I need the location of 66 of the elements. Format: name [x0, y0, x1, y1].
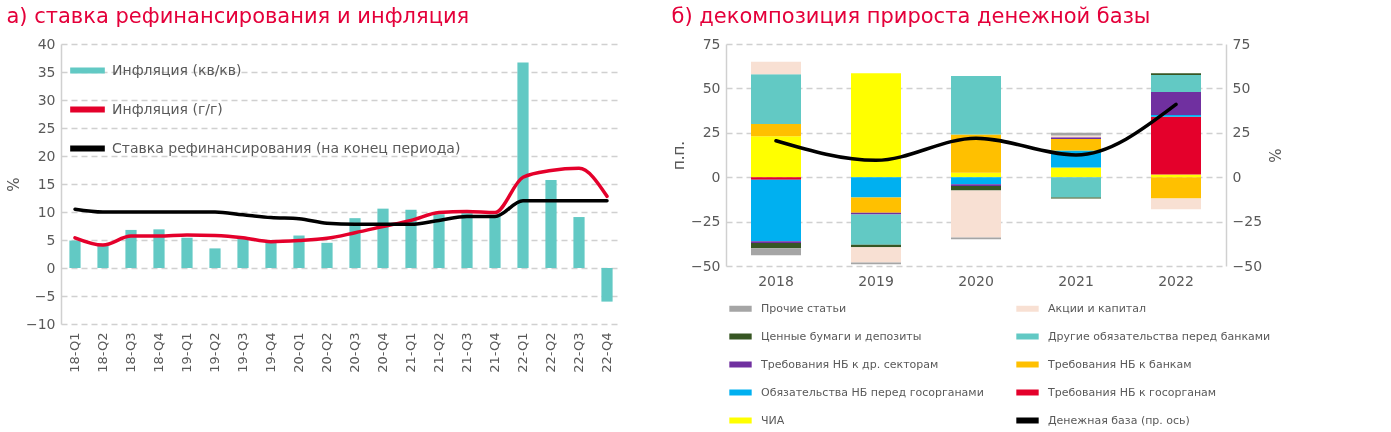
- x-tick-label: 20-Q1: [291, 332, 306, 373]
- y2-tick-label: −50: [1232, 257, 1263, 274]
- x-tick-label: 19-Q1: [179, 332, 194, 373]
- x-tick-label: 22-Q1: [515, 332, 530, 373]
- legend-label: Инфляция (г/г): [112, 100, 223, 117]
- y-tick-label: 75: [702, 35, 721, 52]
- x-tick-label: 21-Q1: [403, 332, 418, 373]
- y2-tick-label: 25: [1232, 124, 1251, 141]
- y2-tick-label: 50: [1232, 79, 1251, 96]
- y-axis-title: п.п.: [669, 140, 688, 171]
- x-tick-label: 18-Q3: [123, 332, 138, 373]
- x-tick-label: 20-Q4: [375, 332, 390, 373]
- chart-title: а) ставка рефинансирования и инфляция: [6, 4, 470, 28]
- y-tick-label: 0: [46, 259, 56, 276]
- legend-label: Обязательства НБ перед госорганами: [761, 385, 984, 399]
- x-tick-label: 19-Q3: [235, 332, 250, 373]
- y-tick-label: 5: [46, 231, 56, 248]
- y2-tick-label: 75: [1232, 35, 1251, 52]
- y-tick-label: 10: [37, 203, 56, 220]
- y-tick-label: −10: [25, 315, 56, 332]
- x-tick-label: 2018: [758, 272, 794, 289]
- legend-label: Требования НБ к др. секторам: [760, 357, 939, 371]
- x-tick-label: 18-Q2: [95, 332, 110, 373]
- x-tick-label: 22-Q2: [543, 332, 558, 373]
- y-tick-label: −50: [690, 257, 721, 274]
- x-tick-label: 22-Q4: [599, 332, 614, 373]
- x-tick-label: 20-Q3: [347, 332, 362, 373]
- y-tick-label: 35: [37, 63, 56, 80]
- legend-label: Инфляция (кв/кв): [112, 61, 242, 78]
- legend-label: Ставка рефинансирования (на конец периода): [112, 139, 461, 156]
- legend-label: Требования НБ к госорганам: [1047, 385, 1217, 399]
- x-tick-label: 2020: [958, 272, 994, 289]
- x-tick-label: 2019: [858, 272, 894, 289]
- x-tick-label: 2022: [1158, 272, 1194, 289]
- y-tick-label: 15: [37, 175, 56, 192]
- y2-axis-title: %: [1265, 148, 1284, 163]
- legend-label: Другие обязательства перед банками: [1048, 329, 1271, 343]
- y-tick-label: 0: [711, 168, 721, 185]
- y-axis-title: %: [4, 177, 23, 192]
- y-tick-label: 25: [37, 119, 56, 136]
- legend-label: Денежная база (пр. ось): [1048, 413, 1190, 427]
- y-tick-label: −25: [690, 213, 721, 230]
- legend-label: Акции и капитал: [1048, 301, 1147, 315]
- x-tick-label: 2021: [1058, 272, 1094, 289]
- x-tick-label: 18-Q1: [67, 332, 82, 373]
- x-tick-label: 22-Q3: [571, 332, 586, 373]
- y-tick-label: 25: [702, 124, 721, 141]
- legend-label: ЧИА: [761, 413, 785, 427]
- legend-label: Прочие статьи: [761, 301, 847, 315]
- x-tick-label: 18-Q4: [151, 332, 166, 373]
- y-tick-label: −5: [34, 287, 56, 304]
- x-tick-label: 21-Q4: [487, 332, 502, 373]
- y2-tick-label: 0: [1232, 168, 1242, 185]
- x-tick-label: 21-Q2: [431, 332, 446, 373]
- legend-label: Ценные бумаги и депозиты: [761, 329, 922, 343]
- y-tick-label: 40: [37, 35, 56, 52]
- chart-title: б) декомпозиция прироста денежной базы: [671, 4, 1151, 28]
- y-tick-label: 50: [702, 79, 721, 96]
- x-tick-label: 19-Q2: [207, 332, 222, 373]
- y-tick-label: 20: [37, 147, 56, 164]
- x-tick-label: 21-Q3: [459, 332, 474, 373]
- y2-tick-label: −25: [1232, 213, 1263, 230]
- legend-label: Требования НБ к банкам: [1047, 357, 1192, 371]
- y-tick-label: 30: [37, 91, 56, 108]
- x-tick-label: 19-Q4: [263, 332, 278, 373]
- x-tick-label: 20-Q2: [319, 332, 334, 373]
